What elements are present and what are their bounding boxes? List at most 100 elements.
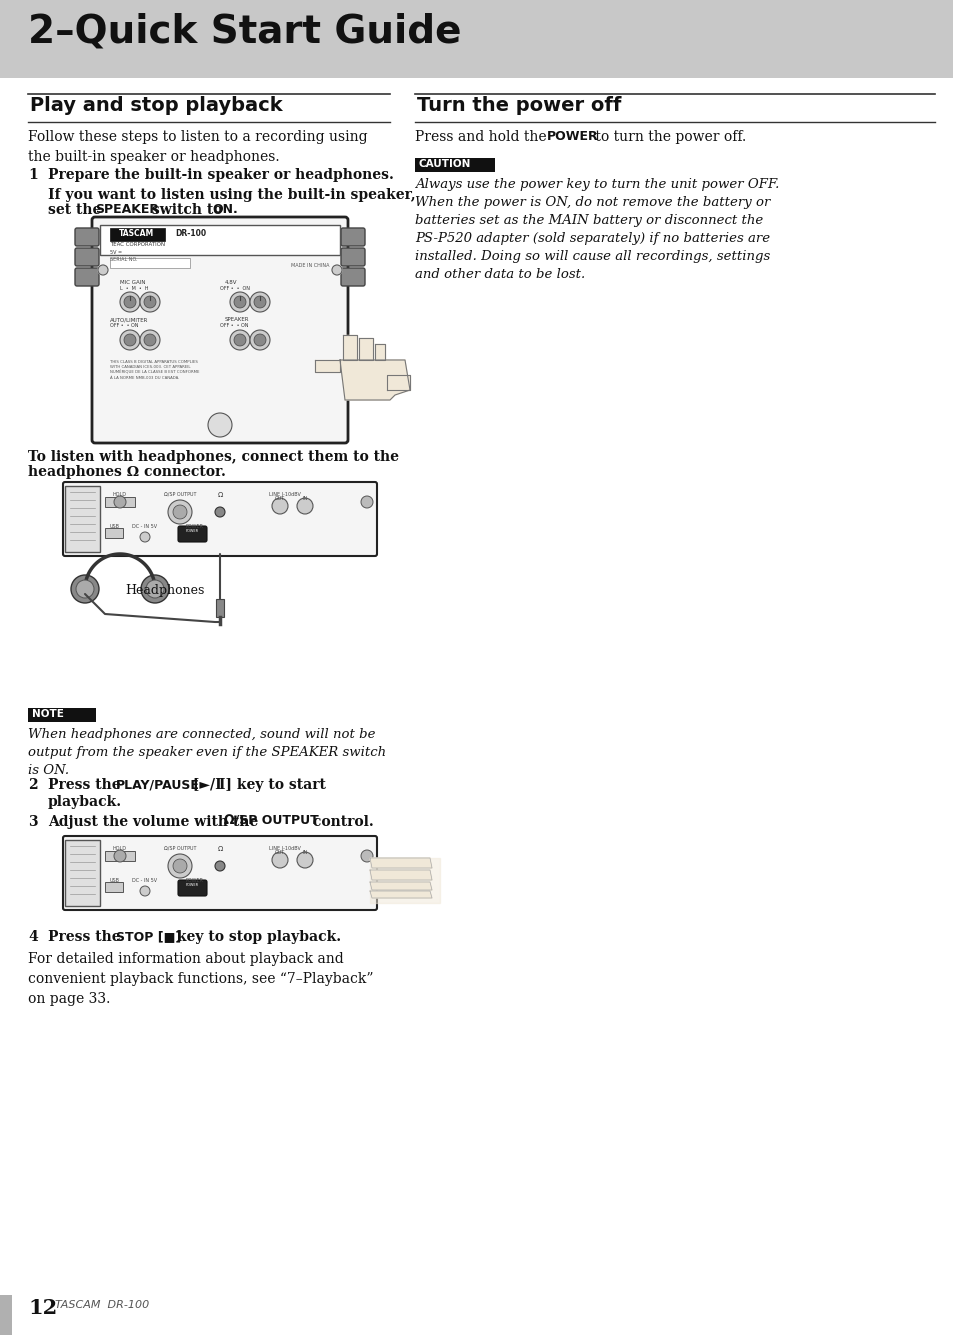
Circle shape (120, 330, 140, 350)
Text: OFF •  • ON: OFF • • ON (220, 323, 248, 328)
Text: 5V =: 5V = (110, 250, 122, 255)
Text: Turn the power off: Turn the power off (416, 96, 620, 115)
Bar (65, 486, 100, 551)
Polygon shape (339, 360, 410, 400)
Text: DC - IN 5V: DC - IN 5V (132, 525, 157, 529)
Circle shape (208, 413, 232, 437)
Text: IN: IN (302, 497, 307, 501)
Text: MADE IN CHINA: MADE IN CHINA (292, 263, 330, 268)
FancyBboxPatch shape (75, 248, 99, 266)
Circle shape (233, 296, 246, 308)
Circle shape (168, 854, 192, 878)
Circle shape (141, 575, 169, 603)
Text: SPEAKER: SPEAKER (225, 316, 250, 322)
Circle shape (168, 501, 192, 525)
Circle shape (250, 292, 270, 312)
Circle shape (140, 330, 160, 350)
Text: AUTO/LIMITER: AUTO/LIMITER (110, 316, 149, 322)
Circle shape (172, 505, 187, 519)
Text: POWER: POWER (546, 129, 598, 143)
Circle shape (250, 330, 270, 350)
FancyBboxPatch shape (63, 836, 376, 910)
Circle shape (272, 852, 288, 868)
Text: When headphones are connected, sound will not be
output from the speaker even if: When headphones are connected, sound wil… (28, 728, 386, 777)
Text: Ω/SP OUTPUT: Ω/SP OUTPUT (164, 846, 196, 850)
Bar (105, 529, 123, 538)
Circle shape (124, 334, 136, 346)
Text: Press the: Press the (48, 778, 126, 792)
Text: DR-100: DR-100 (174, 230, 206, 238)
FancyBboxPatch shape (340, 228, 365, 246)
Text: Ω/SP OUTPUT: Ω/SP OUTPUT (164, 493, 196, 497)
Text: POWER: POWER (185, 882, 198, 886)
Text: Headphones: Headphones (125, 583, 204, 597)
Polygon shape (370, 882, 432, 890)
Text: TASCAM  DR-100: TASCAM DR-100 (55, 1300, 149, 1310)
Text: PLAY/PAUSE: PLAY/PAUSE (116, 778, 200, 792)
Text: POWER: POWER (186, 525, 204, 529)
Text: 2–Quick Start Guide: 2–Quick Start Guide (28, 12, 461, 49)
Bar (105, 497, 135, 507)
Text: LINE I-10dBV: LINE I-10dBV (269, 493, 300, 497)
Circle shape (98, 266, 108, 275)
Circle shape (172, 858, 187, 873)
Text: L  •  M  •  H: L • M • H (120, 286, 149, 291)
Circle shape (144, 334, 156, 346)
Circle shape (140, 292, 160, 312)
Text: Play and stop playback: Play and stop playback (30, 96, 282, 115)
Circle shape (140, 886, 150, 896)
Text: Ω: Ω (217, 493, 222, 498)
Bar (110, 258, 190, 268)
FancyBboxPatch shape (178, 526, 207, 542)
Text: 2: 2 (28, 778, 37, 792)
Text: Adjust the volume with the: Adjust the volume with the (48, 814, 263, 829)
Text: switch to: switch to (147, 203, 227, 218)
Text: IN: IN (302, 850, 307, 854)
Text: 3: 3 (28, 814, 37, 829)
Circle shape (230, 292, 250, 312)
Text: control.: control. (308, 814, 374, 829)
Polygon shape (387, 375, 410, 390)
Text: SERIAL NO.: SERIAL NO. (110, 258, 137, 262)
Bar (105, 882, 123, 892)
Circle shape (214, 861, 225, 870)
Bar (215, 599, 224, 617)
Text: set the: set the (48, 203, 106, 218)
Text: Press the: Press the (48, 930, 126, 944)
Text: SPEAKER: SPEAKER (95, 203, 159, 216)
Polygon shape (370, 890, 432, 898)
Circle shape (71, 575, 99, 603)
Text: STOP [■]: STOP [■] (116, 930, 181, 943)
Text: [►/Ⅱ] key to start: [►/Ⅱ] key to start (188, 778, 326, 792)
Text: HOLD: HOLD (112, 846, 127, 850)
Text: POWER: POWER (186, 878, 204, 882)
Circle shape (272, 498, 288, 514)
Circle shape (120, 292, 140, 312)
Circle shape (230, 330, 250, 350)
Polygon shape (370, 858, 439, 902)
Circle shape (360, 497, 373, 509)
Text: NOTE: NOTE (32, 709, 64, 720)
Circle shape (233, 334, 246, 346)
FancyBboxPatch shape (340, 248, 365, 266)
Circle shape (146, 579, 164, 598)
Text: to turn the power off.: to turn the power off. (590, 129, 745, 144)
Text: USB: USB (110, 525, 120, 529)
Text: HOLD: HOLD (112, 493, 127, 497)
Text: USB: USB (110, 878, 120, 882)
Circle shape (253, 334, 266, 346)
Circle shape (296, 498, 313, 514)
Text: Press and hold the: Press and hold the (415, 129, 551, 144)
Text: CAUTION: CAUTION (418, 159, 471, 170)
FancyBboxPatch shape (63, 482, 376, 555)
Polygon shape (343, 335, 356, 360)
Text: THIS CLASS B DIGITAL APPARATUS COMPLIES
WITH CANADIAN ICES-003. CET APPAREIL
NUM: THIS CLASS B DIGITAL APPARATUS COMPLIES … (110, 360, 199, 380)
Text: DC - IN 5V: DC - IN 5V (132, 878, 157, 882)
Text: OFF •  •  ON: OFF • • ON (220, 286, 250, 291)
Text: OUT: OUT (274, 850, 285, 854)
FancyBboxPatch shape (178, 880, 207, 896)
Bar (28, 708, 96, 722)
Text: OUT: OUT (274, 497, 285, 501)
Text: playback.: playback. (48, 796, 122, 809)
Text: If you want to listen using the built-in speaker,: If you want to listen using the built-in… (48, 188, 416, 202)
